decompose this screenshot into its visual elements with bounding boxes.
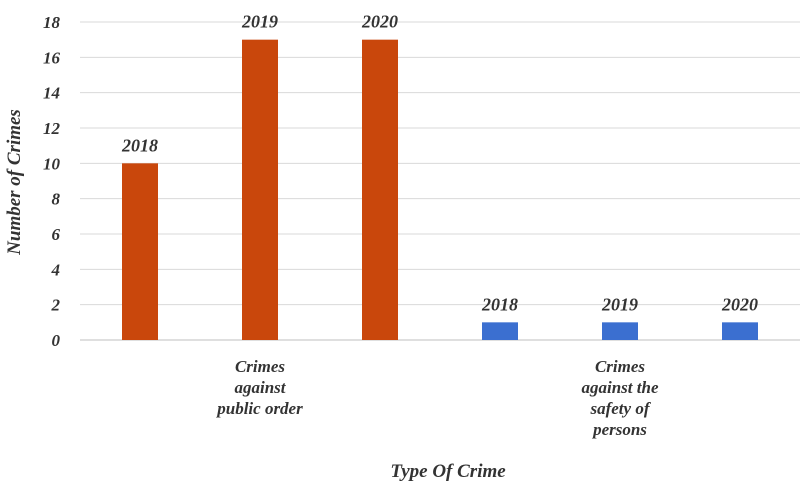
bar xyxy=(362,39,398,341)
data-label: 2018 xyxy=(481,294,518,314)
y-tick-label: 2 xyxy=(51,296,61,315)
category-labels: Crimes against public order Crimes against t… xyxy=(215,357,659,439)
y-tick-label: 18 xyxy=(43,13,61,32)
y-tick-label: 14 xyxy=(43,84,60,103)
category-label-line: Crimes xyxy=(595,357,645,376)
y-tick-label: 6 xyxy=(52,225,61,244)
category-label-line: public order xyxy=(215,399,303,418)
bar xyxy=(482,322,518,340)
y-tick-label: 4 xyxy=(51,260,61,279)
bar xyxy=(722,322,758,340)
data-label: 2020 xyxy=(361,12,398,32)
data-label: 2019 xyxy=(241,12,278,32)
category-label-line: Crimes xyxy=(235,357,285,376)
bars xyxy=(122,39,758,341)
bar xyxy=(242,39,278,341)
y-tick-label: 8 xyxy=(52,190,61,209)
data-label: 2020 xyxy=(721,294,758,314)
category-label-line: against xyxy=(234,378,286,397)
y-tick-label: 16 xyxy=(43,48,61,67)
bar xyxy=(602,322,638,340)
x-axis-title: Type Of Crime xyxy=(390,461,506,482)
category-label-line: safety of xyxy=(589,399,651,418)
data-labels: 2018 2019 2020 2018 2019 2020 xyxy=(121,12,758,315)
y-tick-label: 0 xyxy=(52,331,61,350)
y-tick-label: 10 xyxy=(43,154,61,173)
y-axis-ticks: 0 2 4 6 8 10 12 14 16 18 xyxy=(43,13,61,350)
category-label-line: persons xyxy=(591,420,647,439)
bar xyxy=(122,163,158,340)
data-label: 2019 xyxy=(601,294,638,314)
gridlines xyxy=(80,21,800,341)
category-label-line: against the xyxy=(582,378,659,397)
y-tick-label: 12 xyxy=(43,119,61,138)
y-axis-title: Number of Crimes xyxy=(4,109,25,256)
data-label: 2018 xyxy=(121,135,158,155)
